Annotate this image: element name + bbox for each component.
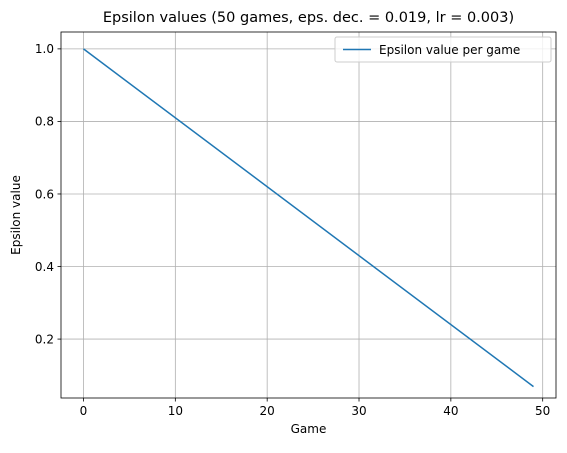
y-tick-label: 0.6: [35, 187, 54, 201]
x-tick-label: 20: [260, 404, 275, 418]
legend-label: Epsilon value per game: [379, 43, 520, 57]
chart-title: Epsilon values (50 games, eps. dec. = 0.…: [103, 10, 514, 26]
x-tick-label: 50: [535, 404, 550, 418]
x-tick-label: 10: [168, 404, 183, 418]
y-tick-label: 0.4: [35, 260, 54, 274]
y-tick-label: 0.8: [35, 115, 54, 129]
x-tick-label: 40: [443, 404, 458, 418]
y-tick-label: 0.2: [35, 332, 54, 346]
x-tick-label: 0: [80, 404, 88, 418]
y-axis-label: Epsilon value: [9, 175, 23, 255]
legend: Epsilon value per game: [335, 37, 551, 62]
x-axis-label: Game: [291, 422, 327, 436]
x-tick-label: 30: [351, 404, 366, 418]
y-tick-label: 1.0: [35, 42, 54, 56]
